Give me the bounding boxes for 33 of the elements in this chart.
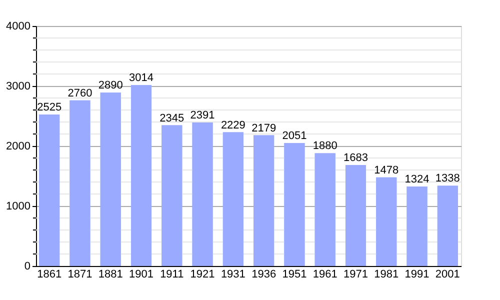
- data-label: 2760: [68, 87, 92, 100]
- x-tick-label: 1901: [129, 268, 154, 280]
- data-label: 1880: [312, 140, 338, 152]
- data-label: 2890: [98, 80, 123, 92]
- y-tick-label: 1000: [6, 200, 30, 212]
- x-tick-label: 1931: [220, 268, 246, 280]
- y-tick-label: 3000: [6, 80, 30, 92]
- x-tick-label: 1881: [98, 268, 123, 280]
- x-tick-label: 1911: [160, 268, 184, 280]
- y-tick-label: 0: [24, 260, 30, 272]
- data-label: 3014: [129, 72, 154, 84]
- x-tick-label: 1991: [404, 268, 430, 280]
- data-label: 2345: [160, 112, 184, 124]
- x-tick-label: 1981: [374, 268, 399, 280]
- data-label: 1338: [435, 172, 460, 185]
- x-tick-label: 1861: [37, 268, 62, 280]
- x-tick-label: 1961: [312, 268, 338, 280]
- x-tick-label: 1971: [344, 268, 368, 280]
- x-tick-label: 2001: [435, 268, 460, 280]
- data-label: 2391: [190, 110, 215, 122]
- x-tick-label: 1921: [190, 268, 215, 280]
- data-label: 1324: [404, 174, 430, 186]
- data-label: 2525: [37, 102, 62, 114]
- data-label: 2179: [252, 122, 276, 134]
- data-label: 1478: [374, 164, 399, 176]
- x-tick-label: 1951: [282, 268, 307, 280]
- y-tick-label: 2000: [6, 140, 30, 152]
- data-label: 2051: [282, 130, 307, 142]
- data-label: 1683: [344, 152, 368, 164]
- x-tick-label: 1936: [252, 268, 276, 280]
- data-label: 2229: [220, 119, 246, 132]
- y-tick-label: 4000: [6, 20, 30, 32]
- x-tick-label: 1871: [68, 268, 92, 280]
